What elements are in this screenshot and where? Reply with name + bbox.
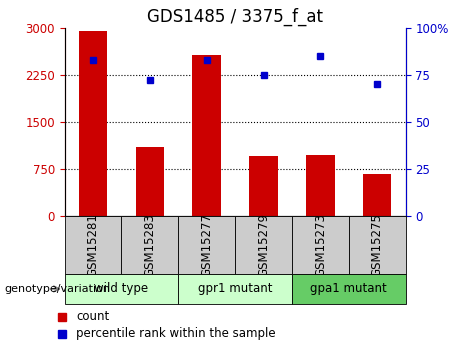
Bar	[363, 174, 391, 216]
Text: GSM15279: GSM15279	[257, 213, 270, 277]
Bar	[178, 216, 235, 274]
Bar	[65, 274, 178, 304]
Text: GSM15281: GSM15281	[87, 213, 100, 277]
Text: GSM15275: GSM15275	[371, 213, 384, 277]
Bar	[79, 31, 107, 216]
Text: gpa1 mutant: gpa1 mutant	[310, 283, 387, 295]
Text: GSM15273: GSM15273	[314, 213, 327, 277]
Bar	[193, 55, 221, 216]
Text: gpr1 mutant: gpr1 mutant	[198, 283, 272, 295]
Bar	[292, 216, 349, 274]
Bar	[65, 216, 121, 274]
Bar	[178, 274, 292, 304]
Bar	[292, 274, 406, 304]
Bar	[235, 216, 292, 274]
Bar	[121, 216, 178, 274]
Text: GSM15277: GSM15277	[200, 213, 213, 277]
Bar	[306, 155, 335, 216]
Text: genotype/variation: genotype/variation	[5, 284, 111, 294]
Bar	[349, 216, 406, 274]
Text: count: count	[77, 310, 110, 323]
Bar	[136, 147, 164, 216]
Text: percentile rank within the sample: percentile rank within the sample	[77, 327, 276, 341]
Text: GSM15283: GSM15283	[143, 213, 156, 277]
Text: wild type: wild type	[95, 283, 148, 295]
Title: GDS1485 / 3375_f_at: GDS1485 / 3375_f_at	[147, 8, 323, 26]
Bar	[249, 156, 278, 216]
